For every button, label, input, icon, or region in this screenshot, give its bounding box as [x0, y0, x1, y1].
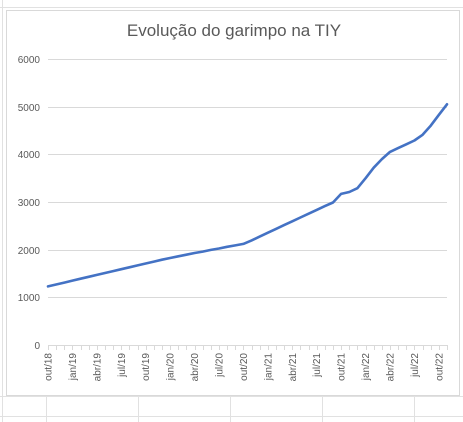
x-tick-label: jan/21 [263, 353, 274, 382]
y-tick-label: 1000 [18, 293, 41, 304]
line-chart-plot: 0 1000 2000 3000 4000 5000 6000 out/18 jan/19 abr… [18, 55, 449, 382]
x-tick-label: abr/21 [288, 353, 299, 382]
x-tick-label: out/20 [239, 353, 250, 381]
y-tick-label: 3000 [18, 198, 41, 209]
x-tick-label: out/18 [44, 353, 55, 381]
x-tick-label: abr/22 [386, 353, 397, 382]
x-tick-label: abr/19 [92, 353, 103, 382]
x-tick-label: jul/22 [410, 353, 421, 378]
y-tick-label: 2000 [18, 246, 41, 257]
x-tick-label: abr/20 [190, 353, 201, 382]
series-line [46, 103, 449, 288]
x-tick-label: jul/19 [117, 353, 128, 378]
y-tick-label: 4000 [18, 150, 41, 161]
chart-area[interactable]: Evolução do garimpo na TIY 0 1000 2000 3000… [6, 10, 460, 396]
x-tick-label: out/19 [141, 353, 152, 381]
y-tick-label: 6000 [18, 55, 41, 66]
x-tick-label: jan/20 [166, 353, 177, 382]
y-tick-label: 0 [34, 341, 40, 352]
chart-title: Evolução do garimpo na TIY [126, 21, 342, 40]
x-tick-label: jan/19 [68, 353, 79, 382]
x-tick-label: out/21 [337, 353, 348, 381]
x-tick-label: jul/20 [215, 353, 226, 378]
x-tick-label: jul/21 [312, 353, 323, 378]
y-tick-label: 5000 [18, 103, 41, 114]
x-tick-label: out/22 [434, 353, 445, 381]
x-tick-label: jan/22 [361, 353, 372, 382]
